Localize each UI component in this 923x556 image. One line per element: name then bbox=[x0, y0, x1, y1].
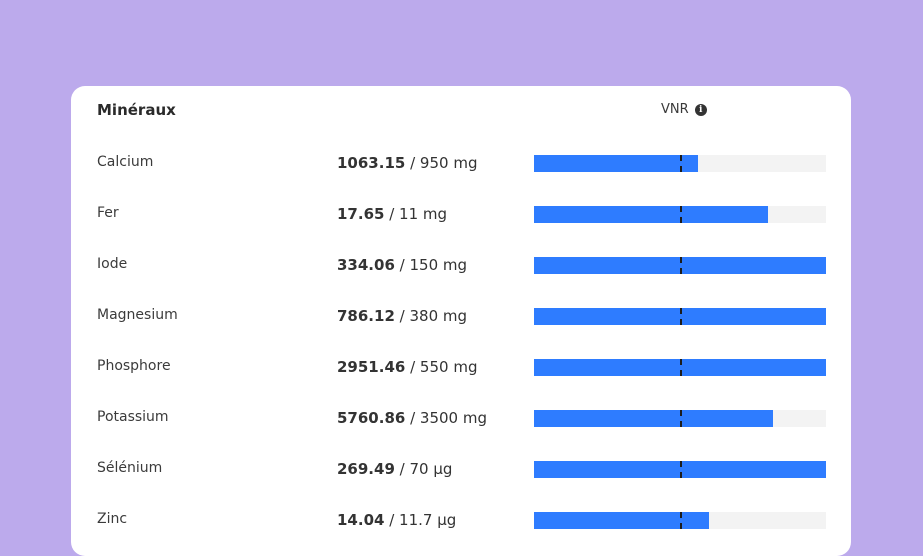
mineral-target-value: / 550 mg bbox=[410, 358, 478, 376]
mineral-target-value: / 70 µg bbox=[399, 460, 453, 478]
vnr-label: VNR bbox=[661, 102, 689, 117]
vnr-reference-marker bbox=[680, 206, 682, 223]
vnr-progress-bar bbox=[534, 410, 826, 427]
mineral-name: Calcium bbox=[97, 154, 154, 170]
mineral-values: 17.65 / 11 mg bbox=[337, 205, 447, 223]
mineral-name: Potassium bbox=[97, 409, 169, 425]
mineral-current-value: 2951.46 bbox=[337, 358, 406, 376]
mineral-target-value: / 11 mg bbox=[389, 205, 448, 223]
mineral-name: Fer bbox=[97, 205, 119, 221]
mineral-values: 786.12 / 380 mg bbox=[337, 307, 467, 325]
mineral-target-value: / 380 mg bbox=[399, 307, 468, 325]
mineral-current-value: 786.12 bbox=[337, 307, 395, 325]
mineral-current-value: 334.06 bbox=[337, 256, 395, 274]
vnr-reference-marker bbox=[680, 410, 682, 427]
vnr-progress-bar bbox=[534, 308, 826, 325]
mineral-target-value: / 950 mg bbox=[410, 154, 478, 172]
mineral-values: 2951.46 / 550 mg bbox=[337, 358, 477, 376]
mineral-current-value: 269.49 bbox=[337, 460, 395, 478]
mineral-target-value: / 3500 mg bbox=[410, 409, 488, 427]
mineral-row: Calcium 1063.15 / 950 mg bbox=[71, 150, 851, 174]
mineral-name: Zinc bbox=[97, 511, 128, 527]
info-icon[interactable]: i bbox=[694, 103, 707, 116]
mineral-row: Fer 17.65 / 11 mg bbox=[71, 201, 851, 225]
vnr-reference-marker bbox=[680, 461, 682, 478]
mineral-row: Phosphore 2951.46 / 550 mg bbox=[71, 354, 851, 378]
mineral-current-value: 17.65 bbox=[337, 205, 385, 223]
mineral-name: Sélénium bbox=[97, 460, 163, 476]
mineral-row: Potassium 5760.86 / 3500 mg bbox=[71, 405, 851, 429]
mineral-row: Iode 334.06 / 150 mg bbox=[71, 252, 851, 276]
vnr-progress-fill bbox=[534, 155, 698, 172]
mineral-row: Sélénium 269.49 / 70 µg bbox=[71, 456, 851, 480]
mineral-row: Zinc 14.04 / 11.7 µg bbox=[71, 507, 851, 531]
vnr-progress-bar bbox=[534, 461, 826, 478]
card-title: Minéraux bbox=[97, 101, 176, 119]
mineral-current-value: 1063.15 bbox=[337, 154, 406, 172]
mineral-row: Magnesium 786.12 / 380 mg bbox=[71, 303, 851, 327]
mineral-values: 5760.86 / 3500 mg bbox=[337, 409, 487, 427]
vnr-progress-bar bbox=[534, 206, 826, 223]
vnr-reference-marker bbox=[680, 257, 682, 274]
mineral-name: Magnesium bbox=[97, 307, 178, 323]
vnr-progress-fill bbox=[534, 512, 710, 529]
mineral-values: 334.06 / 150 mg bbox=[337, 256, 467, 274]
vnr-progress-bar bbox=[534, 155, 826, 172]
vnr-header: VNR i bbox=[661, 102, 707, 117]
vnr-reference-marker bbox=[680, 512, 682, 529]
vnr-progress-fill bbox=[534, 410, 774, 427]
mineral-current-value: 14.04 bbox=[337, 511, 385, 529]
vnr-reference-marker bbox=[680, 308, 682, 325]
mineral-values: 14.04 / 11.7 µg bbox=[337, 511, 456, 529]
vnr-progress-bar bbox=[534, 257, 826, 274]
mineral-current-value: 5760.86 bbox=[337, 409, 406, 427]
minerals-card: Minéraux VNR i Calcium 1063.15 / 950 mg Fe… bbox=[71, 86, 851, 556]
vnr-progress-bar bbox=[534, 359, 826, 376]
vnr-reference-marker bbox=[680, 155, 682, 172]
mineral-target-value: / 150 mg bbox=[399, 256, 468, 274]
mineral-name: Iode bbox=[97, 256, 128, 272]
mineral-target-value: / 11.7 µg bbox=[389, 511, 457, 529]
vnr-progress-bar bbox=[534, 512, 826, 529]
vnr-progress-fill bbox=[534, 206, 768, 223]
mineral-name: Phosphore bbox=[97, 358, 171, 374]
vnr-reference-marker bbox=[680, 359, 682, 376]
mineral-values: 269.49 / 70 µg bbox=[337, 460, 452, 478]
mineral-values: 1063.15 / 950 mg bbox=[337, 154, 477, 172]
